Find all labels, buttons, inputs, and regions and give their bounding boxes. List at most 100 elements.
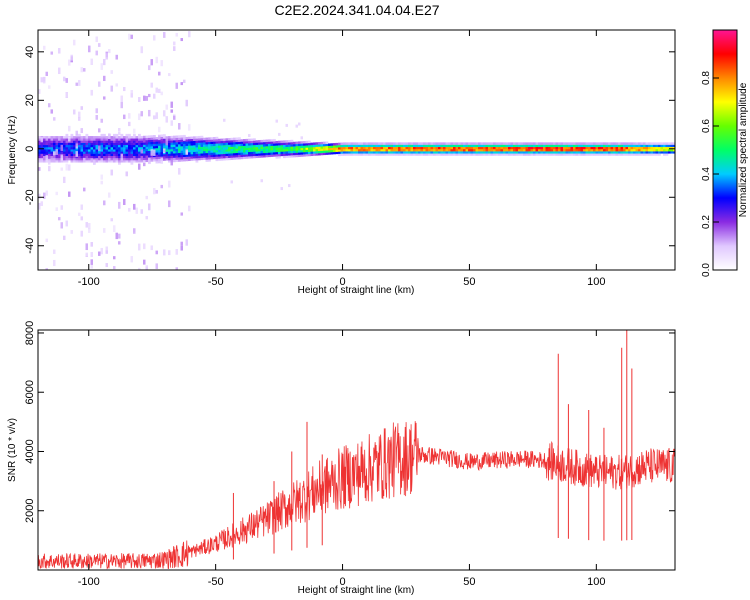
spectrogram-cell [120,144,124,148]
spectrogram-cell [215,141,219,144]
spectrogram-cell [273,149,276,153]
spectrogram-cell [88,140,91,143]
spectrogram-cell [173,153,176,156]
spectrogram-cell [488,153,491,156]
spectrogram-cell [140,153,144,156]
spectrogram-cell [638,151,641,154]
spectrogram-cell [225,151,229,154]
spectrogram-cell [425,153,429,156]
spectrogram-cell [93,155,96,159]
spectrogram-noise-cell [58,67,61,75]
spectrogram-noise-cell [53,117,56,121]
spectrogram-noise-cell [150,82,153,88]
spectrogram-cell [653,151,656,154]
spectrogram-cell [385,151,389,154]
spectrogram-cell [440,148,444,152]
spectrogram-cell [138,144,141,148]
spectrogram-cell [523,148,526,152]
spectrogram-cell [263,144,266,147]
spectrogram-cell [540,142,544,145]
spectrogram-cell [230,155,234,158]
spectrogram-cell [633,144,636,148]
spectrogram-cell [88,138,91,141]
spectrogram-cell [483,153,486,156]
spectrogram-cell [170,151,174,154]
spectrogram-cell [215,136,219,140]
spectrogram-cell [335,147,339,150]
spectrogram-noise-cell [38,167,41,171]
spectrogram-noise-cell [113,225,116,233]
snr-spikes [232,330,633,560]
spectrogram-cell [75,136,79,139]
spectrogram-cell [545,148,549,152]
spectrogram-cell [355,148,359,152]
spectrogram-cell [645,144,649,148]
spectrogram-cell [168,155,171,159]
spectrogram-cell [420,144,424,148]
spectrogram-cell [655,144,659,148]
spectrogram-cell [75,157,79,161]
spectrogram-cell [398,153,401,156]
spectrogram-cell [190,147,194,150]
spectrogram-noise-cell [123,199,126,206]
spectrogram-cell [168,153,171,157]
spectrogram-cell [190,151,194,155]
spectrogram-cell [188,145,191,148]
spectrogram-cell [628,153,631,156]
spectrogram-cell [433,153,436,156]
spectrogram-cell [530,151,534,154]
spectrogram-cell [243,147,246,151]
spectrogram-cell [38,136,41,139]
spectrogram-noise-cell [85,252,88,257]
spectrogram-cell [608,148,611,152]
spectrogram-cell [638,153,641,156]
spectrogram-cell [645,146,649,150]
spectrogram-cell [265,143,269,147]
spectrogram-cell [530,153,534,156]
spectrogram-cell [58,144,61,148]
spectrogram-cell [130,149,134,152]
spectrogram-cell [475,153,479,156]
spectrogram-cell [53,160,56,163]
spectrogram-cell [240,154,244,158]
spectrogram-cell [220,147,224,150]
spectrogram-cell [218,147,221,150]
spectrogram-cell [198,151,201,154]
spectrogram-cell [458,148,461,152]
spectrogram-cell [153,156,156,160]
spectrogram-noise-cell [135,207,138,214]
spectrogram-cell [595,144,599,148]
spectrogram-cell [80,149,84,152]
spectrogram-y-label: Frequency (Hz) [7,116,18,185]
spectrogram-cell [423,153,426,156]
spectrogram-cell [375,148,379,152]
spectrogram-cell [430,151,434,154]
spectrogram-cell [188,151,191,155]
spectrogram-cell [113,160,116,163]
spectrogram-cell [98,157,101,161]
spectrogram-noise-cell [50,51,53,55]
spectrogram-cell [93,138,96,141]
spectrogram-cell [118,157,121,161]
spectrogram-cell [215,156,219,159]
spectrogram-cell [215,149,219,153]
spectrogram-cell [178,157,181,160]
spectrogram-cell [225,157,229,161]
spectrogram-cell [120,136,124,139]
spectrogram-cell [490,148,494,152]
spectrogram-cell [108,149,111,152]
spectrogram-cell [80,153,84,156]
spectrogram-noise-cell [145,216,148,220]
spectrogram-cell [305,153,309,157]
spectrogram-cell [303,145,306,148]
spectrogram-cell [235,143,239,147]
spectrogram-cell [365,142,369,145]
spectrogram-cell [180,137,184,140]
spectrogram-cell [148,135,151,138]
spectrogram-cell [668,148,671,152]
spectrogram-cell [138,136,141,139]
spectrogram-cell [535,146,539,150]
spectrogram-cell [283,153,286,156]
spectrogram-cell [453,146,456,150]
spectrogram-cell [140,138,144,141]
